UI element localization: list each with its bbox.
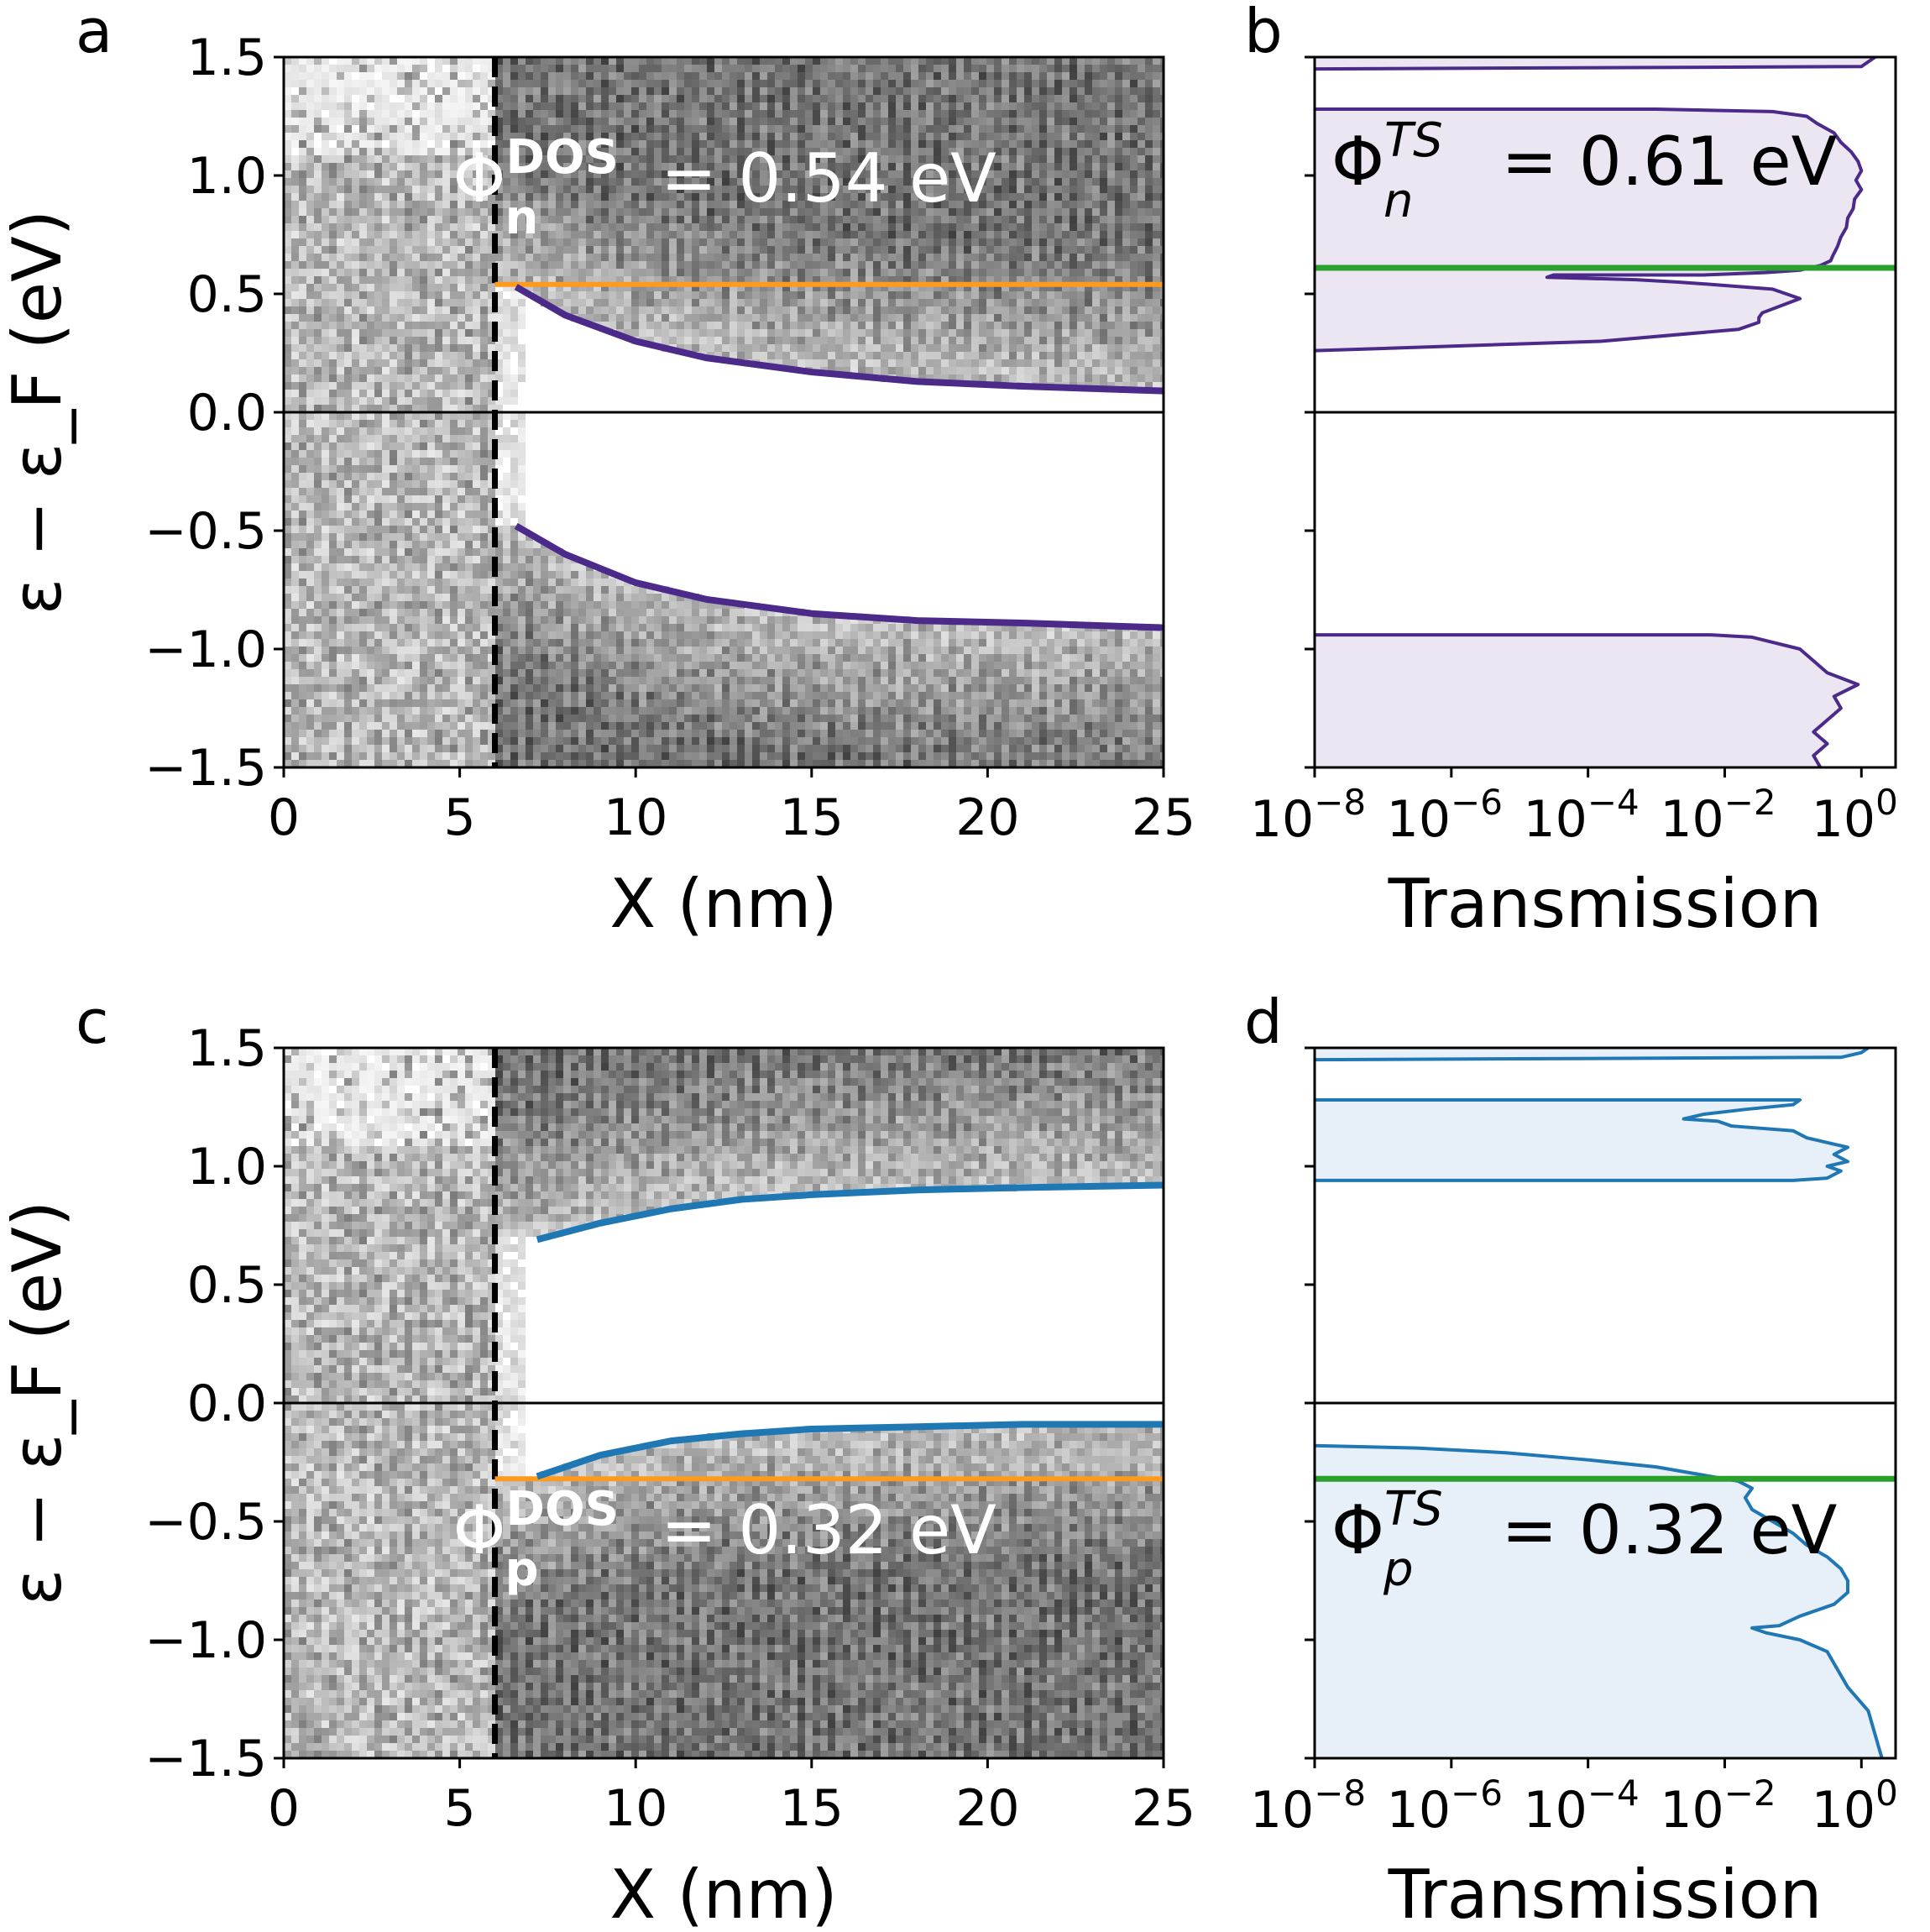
x-tick-label: 10−2 — [1660, 1772, 1776, 1840]
x-tick-label: 100 — [1812, 782, 1898, 849]
transmission-line-0 — [1315, 57, 1876, 71]
transmission-spectrum — [1315, 1048, 1884, 1758]
dos-heatmap — [284, 1048, 1164, 1758]
transmission-fill-1 — [1315, 1100, 1849, 1181]
x-tick-label: 15 — [780, 1779, 844, 1838]
y-tick-label: −0.5 — [144, 1493, 267, 1552]
y-tick-label: 1.0 — [187, 1138, 267, 1196]
x-tick-label: 25 — [1132, 1779, 1195, 1838]
transmission-fill-1 — [1315, 109, 1862, 351]
valence-band-edge — [514, 522, 1164, 631]
transmission-line-1 — [1315, 1098, 1850, 1182]
x-tick-label: 10−4 — [1524, 1772, 1640, 1840]
x-tick-label: 10−8 — [1250, 1772, 1366, 1840]
barrier-annotation: ΦTS n = 0.61 eV — [1331, 113, 1838, 228]
y-tick-label: −1.5 — [144, 739, 267, 798]
panel-label-d: d — [1244, 987, 1283, 1057]
x-axis-label: Transmission — [1388, 865, 1823, 943]
y-tick-label: 0.0 — [187, 384, 267, 442]
x-tick-label: 10 — [604, 788, 667, 847]
x-tick-label: 20 — [955, 1779, 1019, 1838]
y-tick-label: −1.0 — [144, 1611, 267, 1670]
y-axis-label: ε − ε_F (eV) — [0, 210, 76, 615]
x-axis-label: Transmission — [1388, 1856, 1823, 1932]
x-tick-label: 0 — [268, 1779, 300, 1838]
x-tick-label: 10−6 — [1387, 782, 1503, 849]
y-tick-label: 0.0 — [187, 1374, 267, 1433]
transmission-line-1 — [1315, 107, 1864, 353]
x-tick-label: 10−2 — [1660, 782, 1776, 849]
panel-d: 10−8 10−6 10−4 10−2 100 Transmission d ΦTS p = 0… — [1244, 987, 1898, 1932]
y-tick-label: −0.5 — [144, 502, 267, 561]
x-tick-label: 10−8 — [1250, 782, 1366, 849]
x-tick-label: 10−4 — [1524, 782, 1640, 849]
y-tick-label: 0.5 — [187, 265, 267, 324]
conduction-band-edge — [514, 284, 1164, 395]
x-tick-label: 25 — [1132, 788, 1195, 847]
transmission-fill-2 — [1315, 1445, 1882, 1758]
transmission-spectrum — [1315, 57, 1876, 767]
x-tick-label: 10−6 — [1387, 1772, 1503, 1840]
barrier-annotation: ΦTS p = 0.32 eV — [1331, 1482, 1838, 1597]
panel-c: −1.5 −1.0 −0.5 0.0 0.5 1.0 1.5 0 5 10 15 20 25 X (nm)… — [0, 987, 1195, 1932]
y-tick-label: 1.5 — [187, 1019, 267, 1078]
panel-a: −1.5 −1.0 −0.5 0.0 0.5 1.0 1.5 0 5 10 15 20 25 X (nm)… — [0, 0, 1195, 943]
transmission-fill-2 — [1315, 635, 1859, 767]
y-tick-label: −1.5 — [144, 1730, 267, 1788]
x-tick-label: 5 — [444, 788, 476, 847]
panel-label-c: c — [76, 987, 109, 1057]
dos-heatmap — [284, 57, 1164, 767]
x-tick-label: 10 — [604, 1779, 667, 1838]
y-tick-label: 1.0 — [187, 147, 267, 206]
plot-area-c — [284, 1048, 1164, 1758]
x-tick-label: 100 — [1812, 1772, 1898, 1840]
plot-area-a — [284, 57, 1164, 767]
plot-area-b — [1315, 57, 1896, 767]
valence-band-edge — [536, 1421, 1164, 1480]
panel-label-b: b — [1244, 0, 1283, 66]
y-axis-label: ε − ε_F (eV) — [0, 1201, 76, 1605]
x-tick-label: 15 — [780, 788, 844, 847]
conduction-band-edge — [536, 1181, 1164, 1243]
transmission-line-2 — [1315, 633, 1860, 767]
barrier-annotation: ΦDOS n = 0.54 eV — [453, 130, 997, 245]
y-tick-label: 0.5 — [187, 1256, 267, 1315]
x-tick-label: 5 — [444, 1779, 476, 1838]
x-tick-label: 20 — [955, 788, 1019, 847]
x-axis-label: X (nm) — [609, 1856, 837, 1932]
barrier-annotation: ΦDOS p = 0.32 eV — [453, 1482, 997, 1597]
y-tick-label: −1.0 — [144, 620, 267, 679]
plot-area-d — [1315, 1048, 1896, 1758]
panel-b: 10−8 10−6 10−4 10−2 100 Transmission b ΦTS n = 0… — [1244, 0, 1898, 943]
x-axis-label: X (nm) — [609, 865, 837, 943]
x-tick-label: 0 — [268, 788, 300, 847]
y-tick-label: 1.5 — [187, 29, 267, 87]
panel-label-a: a — [76, 0, 112, 66]
transmission-line-2 — [1315, 1443, 1884, 1758]
transmission-line-0 — [1315, 1048, 1870, 1062]
